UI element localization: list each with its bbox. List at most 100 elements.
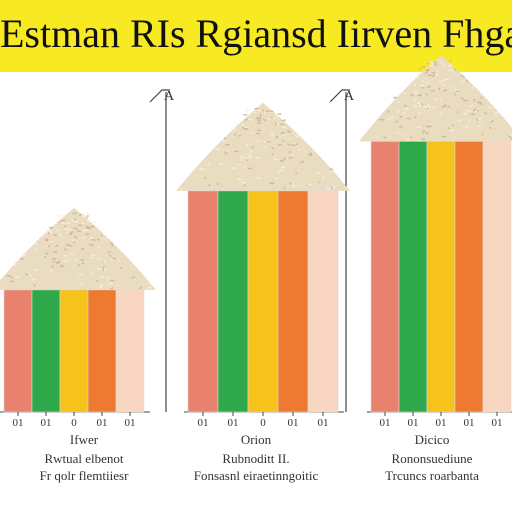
rice-grain <box>425 103 429 107</box>
rice-grain <box>443 78 448 81</box>
rice-grain <box>330 186 333 190</box>
rice-grain <box>475 118 479 122</box>
rice-grain <box>251 119 253 122</box>
rice-grain <box>453 68 457 71</box>
rice-grain <box>19 257 24 260</box>
rice-grain <box>276 121 280 125</box>
rice-grain <box>280 169 284 172</box>
rice-grain <box>389 116 394 119</box>
x-tick-label: 0 <box>71 417 77 429</box>
rice-grain <box>90 256 95 259</box>
x-tick-label: 01 <box>97 417 108 429</box>
rice-grain <box>111 244 114 247</box>
rice-grain <box>399 125 403 129</box>
rice-grain <box>73 236 78 239</box>
rice-grain <box>494 113 498 117</box>
title-banner <box>0 0 512 72</box>
rice-grain <box>9 280 14 283</box>
rice-grain <box>203 168 206 171</box>
rice-grain <box>85 216 88 219</box>
rice-grain <box>248 155 253 159</box>
rice-grain <box>453 92 457 96</box>
rice-grain <box>275 177 279 180</box>
rice-grain <box>66 232 70 235</box>
bar <box>426 141 456 413</box>
rice-grain <box>43 255 47 259</box>
caption-line: Trcuncs roarbanta <box>385 468 479 483</box>
rice-grain <box>422 79 425 83</box>
rice-grain <box>241 123 245 127</box>
rice-grain <box>376 135 380 139</box>
caption-line: Rwtual elbenot <box>44 451 124 466</box>
rice-grain <box>219 163 224 166</box>
rice-grain <box>282 126 287 129</box>
rice-grain <box>99 276 104 279</box>
rice-grain <box>90 271 94 275</box>
rice-grain <box>55 261 58 265</box>
rice-grain <box>414 83 417 87</box>
rice-grain <box>292 185 296 188</box>
x-tick-label: 01 <box>125 417 136 429</box>
rice-grain <box>57 260 61 264</box>
rice-grain <box>109 242 114 245</box>
rice-grain <box>102 265 105 269</box>
rice-grain <box>440 60 443 64</box>
rice-grain <box>443 104 448 107</box>
rice-grain <box>489 126 492 130</box>
rice-grain <box>271 146 274 150</box>
rice-grain <box>266 140 271 143</box>
rice-grain <box>421 86 425 89</box>
rice-grain <box>280 123 285 126</box>
rice-grain <box>73 227 78 230</box>
rice-grain <box>329 168 334 171</box>
group-caption-3: Dicico Rononsuediune Trcuncs roarbanta <box>352 432 512 484</box>
rice-grain <box>51 258 57 260</box>
rice-grain <box>133 276 137 280</box>
rice-grain <box>479 102 483 106</box>
rice-grain <box>81 222 85 225</box>
rice-grain <box>329 171 333 174</box>
rice-grain <box>86 219 91 223</box>
rice-grain <box>248 167 253 170</box>
rice-grain <box>435 73 439 76</box>
rice-grain <box>99 286 103 290</box>
x-tick-label: 0 <box>260 417 266 429</box>
rice-grain <box>433 98 438 101</box>
rice-grain <box>468 119 471 123</box>
rice-grain <box>457 119 461 122</box>
rice-grain <box>263 111 267 115</box>
rice-grain <box>282 133 285 137</box>
rice-grain <box>224 151 228 155</box>
rice-grain <box>417 102 422 105</box>
rice-grain <box>38 235 43 239</box>
rice-grain <box>424 71 428 75</box>
rice-grain <box>443 89 448 92</box>
rice-grain <box>417 73 421 76</box>
rice-grain <box>91 238 96 241</box>
rice-grain <box>97 245 101 249</box>
rice-grain <box>262 118 267 122</box>
rice-grain <box>404 107 409 111</box>
rice-grain <box>427 62 431 65</box>
rice-grain <box>508 134 512 138</box>
rice-grain <box>85 233 90 236</box>
bar <box>3 289 33 413</box>
rice-grain <box>292 142 296 146</box>
rice-grain <box>17 275 20 278</box>
rice-grain <box>273 116 276 120</box>
rice-grain <box>80 262 85 265</box>
rice-grain <box>241 126 245 130</box>
rice-grain <box>50 231 53 235</box>
rice-grain <box>58 233 62 237</box>
rice-grain <box>396 110 400 113</box>
rice-grain <box>387 110 390 113</box>
rice-grain <box>294 134 299 137</box>
rice-grain <box>274 122 277 125</box>
rice-grain <box>414 115 417 119</box>
rice-grain <box>448 127 451 130</box>
rice-grain <box>107 251 112 254</box>
rice-grain <box>446 78 450 81</box>
rice-grain <box>403 91 406 95</box>
bar <box>247 190 279 413</box>
rice-grain <box>462 99 467 102</box>
